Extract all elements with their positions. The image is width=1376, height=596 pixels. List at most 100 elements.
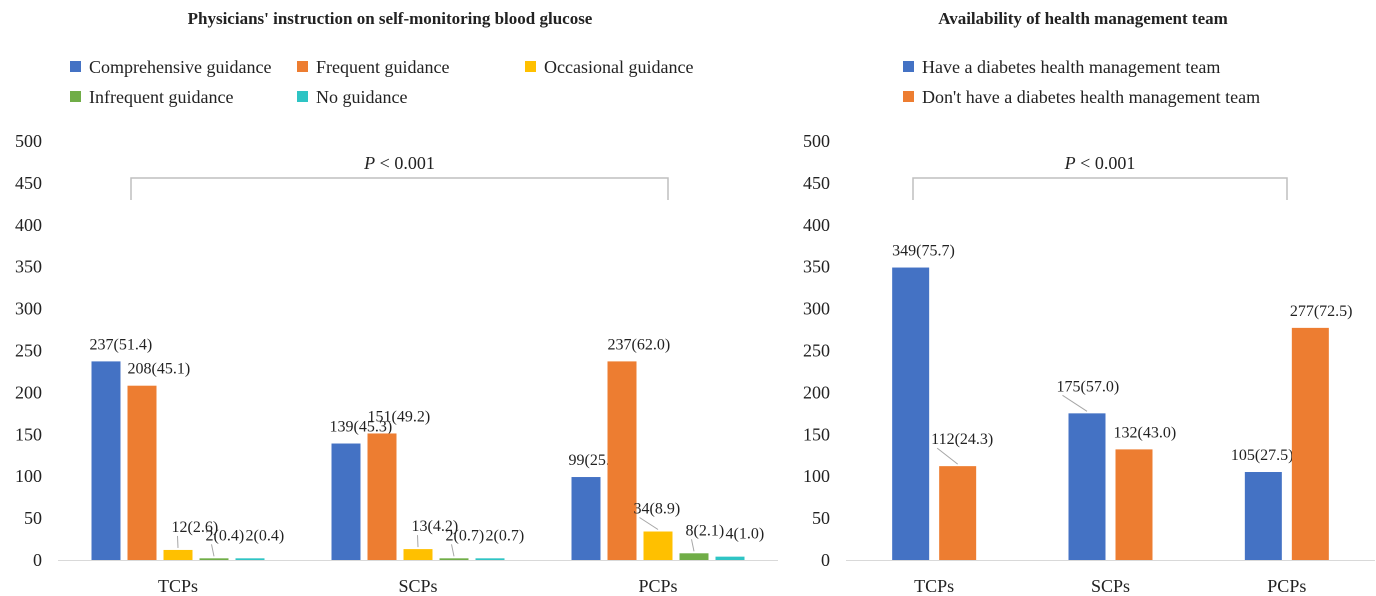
legend-label: Frequent guidance: [316, 57, 450, 77]
y-tick-label: 400: [15, 215, 42, 235]
y-tick-label: 500: [15, 131, 42, 151]
bar-frequent-guidance-tcps: [127, 385, 157, 560]
legend-item-have-a-diabetes-health-management-team: Have a diabetes health management team: [903, 57, 1220, 78]
bar-no-guidance-pcps: [715, 556, 745, 560]
bar-frequent-guidance-pcps: [607, 361, 637, 560]
significance-bracket: [912, 177, 1288, 200]
data-label: 2(0.7): [486, 527, 525, 544]
p-value-annotation: P < 0.001: [1064, 153, 1136, 173]
y-tick-label: 150: [803, 424, 830, 444]
x-tick-label-pcps: PCPs: [1267, 576, 1306, 596]
legend-label: Have a diabetes health management team: [922, 57, 1221, 77]
data-label: 34(8.9): [634, 501, 681, 518]
bar-comprehensive-guidance-pcps: [571, 477, 601, 560]
y-tick-label: 250: [15, 341, 42, 361]
legend-swatch: [70, 61, 81, 72]
legend-swatch: [525, 61, 536, 72]
x-tick-label-tcps: TCPs: [158, 576, 198, 596]
data-label: 151(49.2): [368, 408, 431, 425]
y-tick-label: 150: [15, 424, 42, 444]
y-tick-label: 350: [803, 257, 830, 277]
bar-infrequent-guidance-scps: [439, 558, 469, 560]
data-label: 175(57.0): [1057, 378, 1120, 395]
y-tick-label: 0: [33, 550, 42, 570]
legend-item-no-guidance: No guidance: [297, 87, 407, 108]
data-label: 2(0.4): [206, 527, 245, 544]
legend-swatch: [903, 61, 914, 72]
bar-chart-instruction: 0 50 100 150 200 250 300 350 400 450 500 237(51.4) 2…: [15, 131, 778, 596]
legend-swatch: [297, 61, 308, 72]
bar-don-t-have-a-diabetes-health-management-team-tcps: [939, 466, 977, 560]
data-label: 112(24.3): [931, 431, 993, 448]
bar-no-guidance-tcps: [235, 558, 265, 560]
data-label-leader: [451, 544, 455, 557]
data-label: 237(51.4): [90, 336, 153, 353]
y-tick-label: 350: [15, 257, 42, 277]
data-label-leader: [936, 447, 958, 465]
data-label: 13(4.2): [412, 518, 459, 535]
bar-infrequent-guidance-tcps: [199, 558, 229, 560]
x-tick-label-pcps: PCPs: [638, 576, 677, 596]
bar-have-a-diabetes-health-management-team-tcps: [892, 267, 930, 560]
legend-label: Comprehensive guidance: [89, 57, 272, 77]
bar-don-t-have-a-diabetes-health-management-team-pcps: [1291, 327, 1329, 560]
y-tick-label: 100: [15, 466, 42, 486]
chart-panel-physicians-instruction: Physicians' instruction on self-monitori…: [15, 9, 778, 596]
bar-don-t-have-a-diabetes-health-management-team-scps: [1115, 449, 1153, 560]
bar-infrequent-guidance-pcps: [679, 553, 709, 560]
y-tick-label: 100: [803, 466, 830, 486]
legend-label: Don't have a diabetes health management …: [922, 87, 1261, 107]
data-label: 139(45.3): [330, 419, 393, 436]
data-label: 4(1.0): [726, 526, 765, 543]
data-label: 277(72.5): [1290, 303, 1353, 320]
y-tick-label: 200: [803, 382, 830, 402]
legend-swatch: [70, 91, 81, 102]
bar-have-a-diabetes-health-management-team-scps: [1068, 413, 1106, 560]
data-label: 349(75.7): [892, 243, 955, 260]
data-label: 208(45.1): [128, 361, 191, 378]
y-tick-label: 50: [812, 508, 830, 528]
data-label: 12(2.6): [172, 519, 219, 536]
y-tick-label: 250: [803, 341, 830, 361]
y-tick-label: 300: [803, 299, 830, 319]
x-tick-label-scps: SCPs: [398, 576, 437, 596]
y-tick-label: 200: [15, 382, 42, 402]
data-label-leader: [639, 517, 659, 530]
bar-occasional-guidance-scps: [403, 549, 433, 560]
y-tick-label: 400: [803, 215, 830, 235]
y-tick-label: 450: [15, 173, 42, 193]
bar-occasional-guidance-tcps: [163, 549, 193, 560]
legend-label: Infrequent guidance: [89, 87, 234, 107]
x-tick-label-tcps: TCPs: [914, 576, 954, 596]
bar-chart-health-team: 0 50 100 150 200 250 300 350 400 450 500 349(75.7) 1…: [803, 131, 1375, 596]
data-label: 2(0.4): [246, 527, 285, 544]
x-tick-label-scps: SCPs: [1091, 576, 1130, 596]
data-label-leader: [177, 535, 179, 548]
legend-label: Occasional guidance: [544, 57, 694, 77]
legend-label: No guidance: [316, 87, 408, 107]
legend-swatch: [297, 91, 308, 102]
data-label: 2(0.7): [446, 527, 485, 544]
data-label: 105(27.5): [1231, 447, 1294, 464]
bar-comprehensive-guidance-tcps: [91, 361, 121, 560]
bar-frequent-guidance-scps: [367, 433, 397, 560]
y-tick-label: 50: [24, 508, 42, 528]
bar-have-a-diabetes-health-management-team-pcps: [1244, 472, 1282, 560]
p-value-annotation: P < 0.001: [363, 153, 435, 173]
bar-no-guidance-scps: [475, 558, 505, 560]
data-label-leader: [417, 535, 419, 548]
data-label: 8(2.1): [686, 522, 725, 539]
legend-item-infrequent-guidance: Infrequent guidance: [70, 87, 233, 108]
legend-item-don-t-have-a-diabetes-health-management-team: Don't have a diabetes health management …: [903, 87, 1260, 108]
chart-title: Physicians' instruction on self-monitori…: [187, 9, 593, 28]
significance-bracket: [130, 177, 669, 200]
bar-comprehensive-guidance-scps: [331, 443, 361, 560]
bar-occasional-guidance-pcps: [643, 531, 673, 560]
data-label: 132(43.0): [1114, 424, 1177, 441]
y-tick-label: 300: [15, 299, 42, 319]
chart-title: Availability of health management team: [938, 9, 1228, 28]
y-tick-label: 450: [803, 173, 830, 193]
chart-panel-health-team: Availability of health management team H…: [790, 0, 1376, 596]
data-label: 237(62.0): [608, 336, 671, 353]
legend-item-comprehensive-guidance: Comprehensive guidance: [70, 57, 271, 78]
